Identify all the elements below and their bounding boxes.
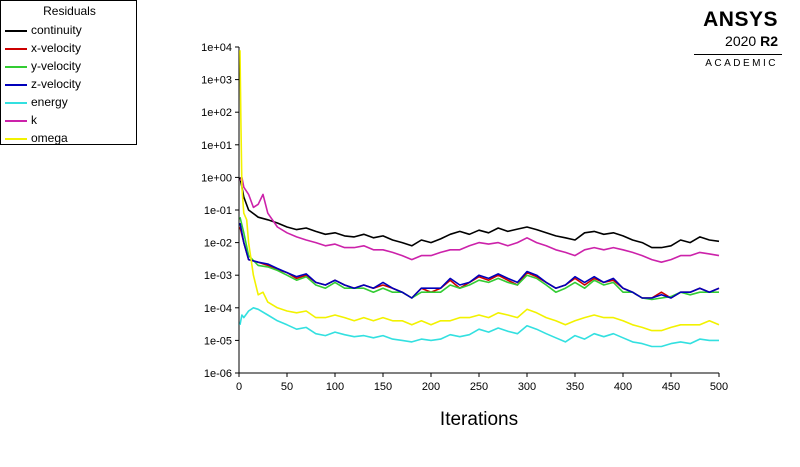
series-line-continuity — [239, 177, 720, 249]
plot-ticks: 0 50 100 150 200 250 300 350 400 450 500 1e-06 1e-05… — [201, 42, 728, 393]
brand-divider — [694, 54, 782, 55]
legend-label-z-velocity: z-velocity — [31, 77, 82, 91]
y-tick-label: 1e+02 — [201, 107, 232, 119]
x-tick-label: 50 — [281, 381, 293, 393]
brand-version: 2020 R2 — [725, 33, 778, 49]
y-tick-label: 1e-03 — [204, 270, 232, 282]
y-tick-label: 1e-02 — [204, 238, 232, 250]
legend-swatch-omega — [5, 138, 27, 140]
legend-item-y-velocity: y-velocity — [1, 57, 138, 75]
x-tick-label: 450 — [662, 381, 680, 393]
brand-name: ANSYS — [703, 8, 778, 31]
legend-swatch-x-velocity — [5, 48, 27, 50]
legend-swatch-k — [5, 120, 27, 122]
ansys-logo: ANSYS 2020 R2 ACADEMIC — [690, 8, 782, 69]
legend-swatch-continuity — [5, 30, 27, 32]
legend-label-k: k — [31, 113, 37, 127]
series-line-x-velocity — [239, 226, 720, 299]
y-tick-label: 1e-04 — [204, 303, 232, 315]
y-tick-label: 1e+01 — [201, 140, 232, 152]
x-axis-title: Iterations — [440, 409, 518, 430]
brand-version-prefix: 2020 — [725, 33, 761, 49]
legend-label-omega: omega — [31, 131, 68, 145]
plot-series — [239, 50, 720, 348]
legend-label-continuity: continuity — [31, 23, 82, 37]
y-tick-label: 1e-01 — [204, 205, 232, 217]
x-tick-label: 250 — [470, 381, 488, 393]
legend-label-x-velocity: x-velocity — [31, 41, 82, 55]
y-tick-label: 1e+04 — [201, 42, 232, 54]
x-tick-label: 400 — [614, 381, 632, 393]
legend-swatch-z-velocity — [5, 84, 27, 86]
y-tick-label: 1e-05 — [204, 335, 232, 347]
legend-title: Residuals — [43, 4, 96, 18]
x-tick-label: 350 — [566, 381, 584, 393]
legend-item-k: k — [1, 111, 138, 129]
series-line-energy — [239, 307, 719, 348]
legend-swatch-energy — [5, 102, 27, 104]
series-line-omega — [239, 50, 720, 332]
legend-swatch-y-velocity — [5, 66, 27, 68]
brand-version-suffix: R2 — [760, 33, 778, 49]
x-tick-label: 200 — [422, 381, 440, 393]
plot-axes — [238, 47, 719, 374]
x-tick-label: 150 — [374, 381, 392, 393]
legend-item-energy: energy — [1, 93, 138, 111]
brand-edition: ACADEMIC — [705, 58, 778, 69]
legend-item-z-velocity: z-velocity — [1, 75, 138, 93]
legend-label-energy: energy — [31, 95, 68, 109]
series-line-k — [239, 176, 720, 263]
legend-item-omega: omega — [1, 129, 138, 147]
x-tick-label: 0 — [236, 381, 242, 393]
series-line-z-velocity — [239, 222, 720, 299]
legend-item-continuity: continuity — [1, 21, 138, 39]
legend-label-y-velocity: y-velocity — [31, 59, 82, 73]
x-tick-label: 300 — [518, 381, 536, 393]
x-tick-label: 500 — [710, 381, 728, 393]
y-tick-label: 1e-06 — [204, 368, 232, 380]
y-tick-label: 1e+03 — [201, 75, 232, 87]
legend-item-x-velocity: x-velocity — [1, 39, 138, 57]
y-tick-label: 1e+00 — [201, 172, 232, 184]
x-tick-label: 100 — [326, 381, 344, 393]
legend-box: Residuals continuity x-velocity y-veloci… — [0, 0, 137, 145]
